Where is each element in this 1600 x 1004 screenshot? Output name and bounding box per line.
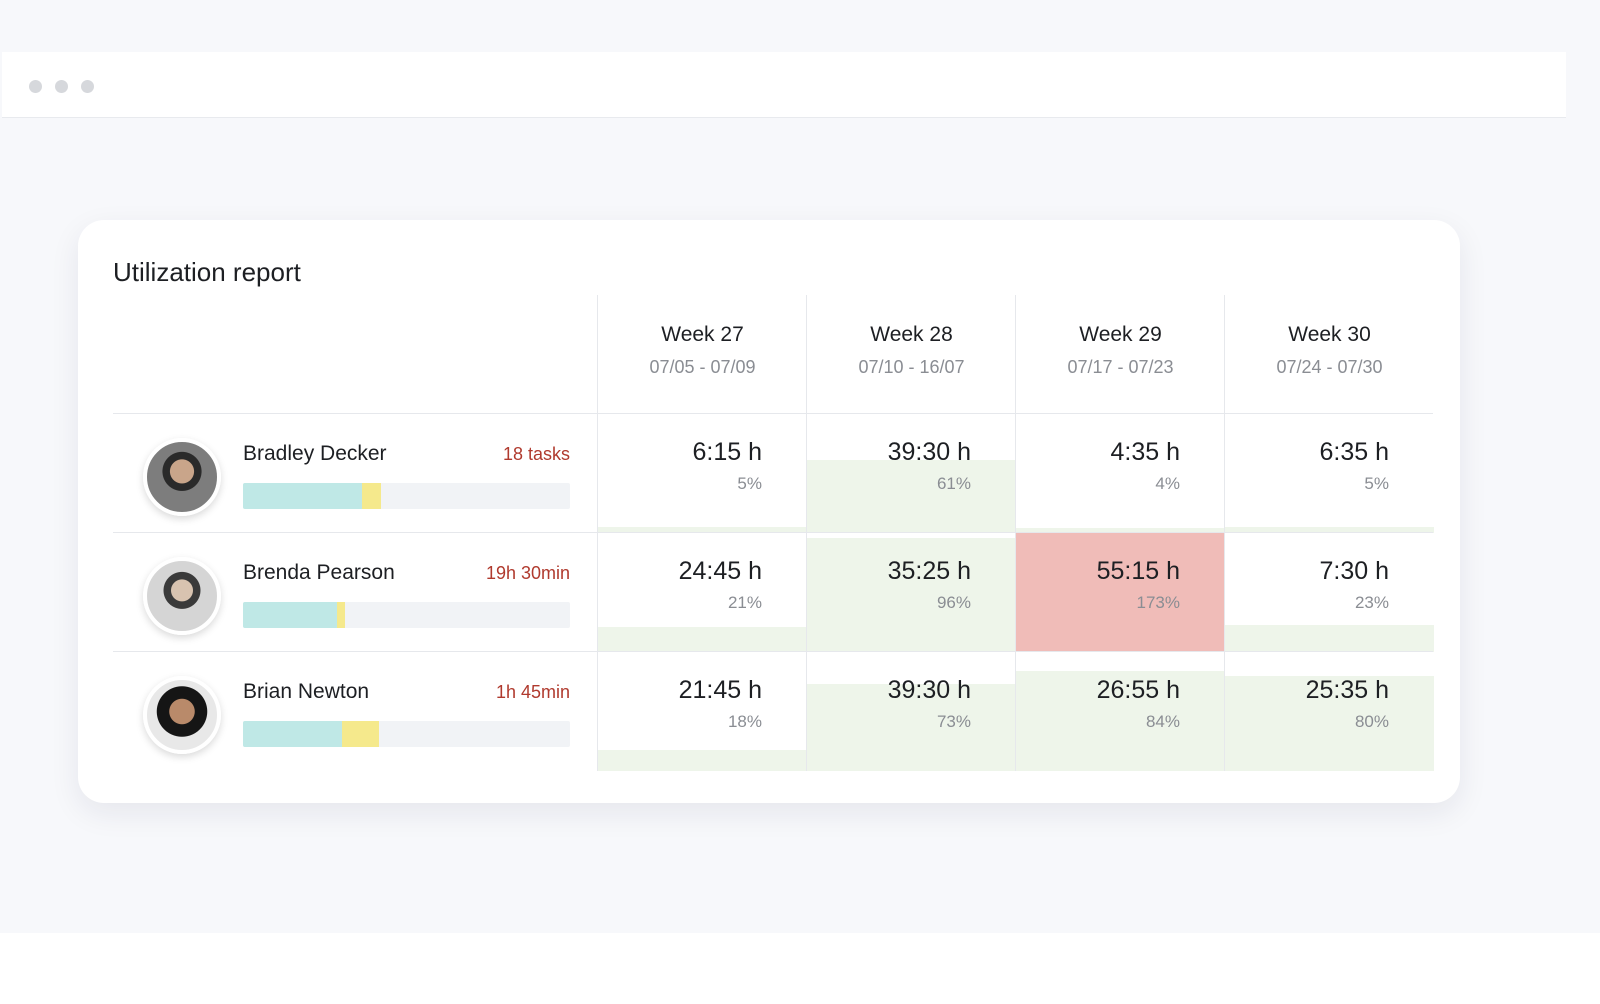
utilization-fill	[1225, 624, 1434, 652]
week-label: Week 30	[1288, 323, 1371, 346]
week-dates: 07/24 - 07/30	[1276, 357, 1383, 377]
utilization-fill	[1225, 675, 1434, 771]
progress-teal	[243, 483, 362, 509]
week-cell: 24:45 h 21%	[597, 533, 807, 652]
utilization: 173%	[1136, 593, 1180, 612]
utilization: 5%	[1364, 474, 1389, 493]
progress-bar	[243, 602, 570, 628]
utilization-fill	[598, 749, 807, 771]
utilization-fill	[807, 684, 1016, 771]
week-cell: 7:30 h 23%	[1224, 533, 1434, 652]
week-dates: 07/17 - 07/23	[1067, 357, 1174, 377]
week-cell: 55:15 h 173%	[1015, 533, 1225, 652]
person-badge: 18 tasks	[502, 444, 570, 464]
week-dates: 07/10 - 16/07	[858, 357, 965, 377]
hours: 21:45 h	[678, 676, 762, 704]
progress-bar	[243, 483, 570, 509]
window-bar	[2, 52, 1566, 118]
week-cell: 26:55 h 84%	[1015, 652, 1225, 771]
week-cell: 25:35 h 80%	[1224, 652, 1434, 771]
week-cell: 6:15 h 5%	[597, 414, 807, 533]
utilization: 96%	[936, 593, 971, 612]
progress-yellow	[362, 483, 381, 509]
progress-bar	[243, 721, 570, 747]
utilization-fill	[1225, 527, 1434, 533]
hours: 39:30 h	[887, 676, 971, 704]
utilization-fill	[598, 627, 807, 652]
week-header: Week 27 07/05 - 07/09	[597, 295, 807, 413]
utilization-fill	[1016, 671, 1225, 771]
utilization-fill	[1016, 533, 1225, 652]
person-badge: 1h 45min	[495, 682, 570, 702]
person-row: Brenda Pearson 19h 30min 24:45 h 21% 35:25 h…	[113, 532, 1434, 652]
week-label: Week 29	[1079, 323, 1162, 346]
week-cell: 39:30 h 73%	[806, 652, 1016, 771]
hours: 4:35 h	[1110, 438, 1180, 466]
week-header: Week 28 07/10 - 16/07	[806, 295, 1016, 413]
week-cell: 35:25 h 96%	[806, 533, 1016, 652]
progress-yellow	[337, 602, 345, 628]
hours: 25:35 h	[1305, 676, 1389, 704]
week-cell: 4:35 h 4%	[1015, 414, 1225, 533]
week-header: Week 29 07/17 - 07/23	[1015, 295, 1225, 413]
utilization: 80%	[1354, 712, 1389, 731]
utilization-fill	[807, 460, 1016, 533]
avatar	[143, 557, 221, 635]
window-dot	[81, 80, 94, 93]
utilization-fill	[807, 537, 1016, 652]
person-row: Bradley Decker 18 tasks 6:15 h 5% 39:30 h 61%…	[113, 413, 1434, 533]
report-title: Utilization report	[113, 257, 301, 287]
avatar	[143, 676, 221, 754]
hours: 26:55 h	[1096, 676, 1180, 704]
progress-yellow	[342, 721, 379, 747]
person-name: Brenda Pearson	[243, 561, 395, 584]
utilization: 84%	[1145, 712, 1180, 731]
person-row: Brian Newton 1h 45min 21:45 h 18% 39:30 h 73%…	[113, 651, 1434, 771]
week-cell: 39:30 h 61%	[806, 414, 1016, 533]
hours: 55:15 h	[1096, 557, 1180, 585]
week-dates: 07/05 - 07/09	[649, 357, 756, 377]
person-name: Brian Newton	[243, 680, 370, 703]
progress-teal	[243, 721, 342, 747]
background: Utilization report Week 27 07/05 - 07/09 W…	[2, 52, 1566, 771]
window-dot	[55, 80, 68, 93]
utilization: 61%	[936, 474, 971, 493]
utilization: 23%	[1354, 593, 1389, 612]
week-header: Week 30 07/24 - 07/30	[1224, 295, 1434, 413]
utilization-fill	[598, 527, 807, 533]
utilization: 73%	[936, 712, 971, 731]
person-badge: 19h 30min	[485, 563, 570, 583]
week-label: Week 27	[661, 323, 744, 346]
utilization: 4%	[1155, 474, 1180, 493]
avatar	[143, 438, 221, 516]
utilization: 18%	[727, 712, 762, 731]
person-name: Bradley Decker	[243, 442, 387, 465]
utilization: 21%	[727, 593, 762, 612]
utilization: 5%	[737, 474, 762, 493]
utilization-fill	[1016, 528, 1225, 533]
hours: 6:15 h	[692, 438, 762, 466]
hours: 39:30 h	[887, 438, 971, 466]
week-cell: 6:35 h 5%	[1224, 414, 1434, 533]
week-label: Week 28	[870, 323, 953, 346]
window-dot	[29, 80, 42, 93]
progress-teal	[243, 602, 337, 628]
hours: 7:30 h	[1319, 557, 1389, 585]
hours: 6:35 h	[1319, 438, 1389, 466]
hours: 24:45 h	[678, 557, 762, 585]
week-cell: 21:45 h 18%	[597, 652, 807, 771]
hours: 35:25 h	[887, 557, 971, 585]
